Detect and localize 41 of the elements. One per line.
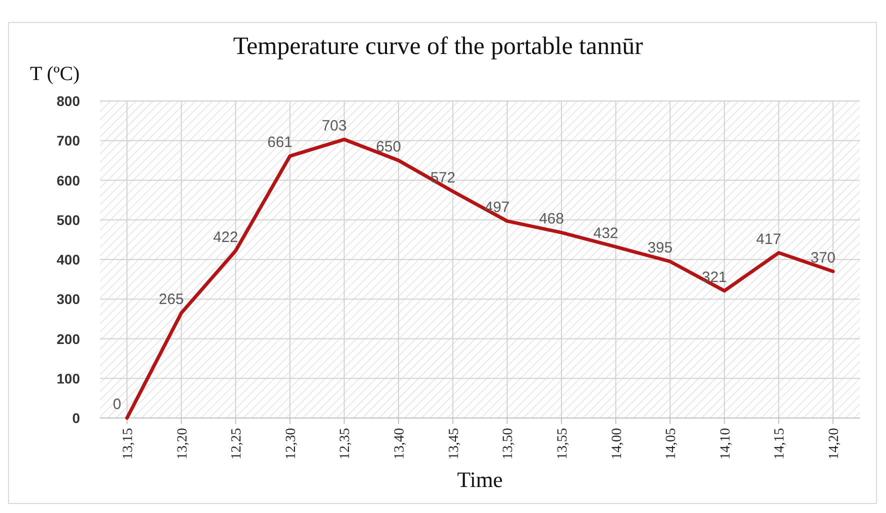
data-label: 395 xyxy=(648,239,673,256)
x-tick-label: 14,10 xyxy=(718,428,734,460)
x-tick-label: 14,05 xyxy=(664,428,680,460)
y-tick-label: 100 xyxy=(56,370,80,386)
data-label: 661 xyxy=(267,134,292,152)
x-tick-label: 14,20 xyxy=(827,428,842,460)
data-label: 650 xyxy=(376,138,402,156)
x-tick-label: 13,50 xyxy=(501,428,516,460)
data-label: 417 xyxy=(756,230,782,248)
y-axis-title: T (ºC) xyxy=(30,63,80,85)
x-tick-label: 13,20 xyxy=(175,428,190,460)
x-tick-label: 12,30 xyxy=(284,428,299,460)
data-label: 0 xyxy=(112,396,122,413)
data-label: 703 xyxy=(322,117,347,134)
y-tick-label: 500 xyxy=(56,212,80,228)
x-tick-label: 12,25 xyxy=(230,428,245,460)
data-label: 497 xyxy=(484,199,510,216)
chart-title: Temperature curve of the portable tannūr xyxy=(233,33,644,60)
data-label: 468 xyxy=(538,210,564,228)
data-label: 265 xyxy=(158,290,184,308)
data-label: 370 xyxy=(810,249,836,266)
x-tick-label: 13,40 xyxy=(392,428,408,460)
x-tick-label: 13,55 xyxy=(555,428,570,460)
y-tick-label: 200 xyxy=(56,330,80,347)
x-tick-label: 14,00 xyxy=(610,428,625,460)
y-tick-label: 400 xyxy=(56,252,80,268)
y-tick-label: 700 xyxy=(56,132,80,149)
data-label: 321 xyxy=(702,268,727,286)
data-label: 432 xyxy=(593,224,618,242)
data-label: 572 xyxy=(430,169,456,186)
x-tick-label: 14,15 xyxy=(772,428,788,460)
line-series xyxy=(125,138,835,420)
x-tick-label: 13,45 xyxy=(446,428,462,460)
x-tick-label: 12,35 xyxy=(338,428,354,460)
y-tick-label: 600 xyxy=(56,172,80,188)
y-tick-label: 300 xyxy=(56,291,80,308)
x-tick-label: 13,15 xyxy=(121,428,136,460)
data-label: 422 xyxy=(213,228,238,246)
y-tick-label: 800 xyxy=(56,93,80,109)
y-tick-label: 0 xyxy=(72,410,80,426)
x-axis-title: Time xyxy=(457,467,503,492)
